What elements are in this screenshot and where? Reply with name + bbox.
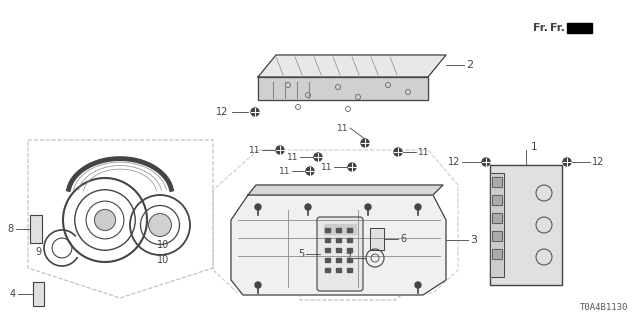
Text: 4: 4 (10, 289, 16, 299)
Circle shape (415, 204, 421, 210)
Circle shape (276, 146, 284, 154)
Polygon shape (231, 195, 446, 295)
Circle shape (148, 214, 172, 236)
Polygon shape (248, 185, 443, 195)
Bar (30, 215, 42, 243)
Text: 11: 11 (418, 148, 429, 156)
Bar (347, 258, 352, 261)
Bar (492, 231, 502, 241)
Circle shape (305, 204, 311, 210)
Bar (492, 195, 502, 205)
Bar (490, 173, 504, 277)
Polygon shape (567, 23, 592, 33)
Text: 2: 2 (466, 60, 473, 70)
Bar (492, 249, 502, 259)
Text: 3: 3 (470, 235, 477, 245)
Text: 6: 6 (400, 234, 406, 244)
Text: 9: 9 (36, 247, 42, 257)
Circle shape (306, 167, 314, 175)
Text: T0A4B1130: T0A4B1130 (580, 303, 628, 312)
Bar (324, 224, 356, 234)
Text: 11: 11 (337, 124, 348, 132)
Polygon shape (258, 55, 446, 77)
Circle shape (314, 153, 322, 161)
Bar (490, 173, 504, 277)
Circle shape (482, 158, 490, 166)
Text: 10: 10 (157, 240, 169, 250)
Bar (347, 248, 352, 252)
Bar (492, 231, 502, 241)
Text: 1: 1 (531, 142, 538, 152)
Text: 10: 10 (157, 255, 169, 265)
Bar (370, 228, 384, 250)
Circle shape (415, 282, 421, 288)
Bar (336, 258, 341, 261)
Circle shape (394, 148, 402, 156)
Bar (336, 228, 341, 231)
Bar (336, 238, 341, 242)
Bar (325, 268, 330, 271)
Circle shape (563, 158, 571, 166)
Text: Fr.: Fr. (550, 23, 565, 33)
Bar (492, 213, 502, 223)
Bar (336, 248, 341, 252)
Circle shape (255, 204, 261, 210)
Text: 7: 7 (345, 253, 351, 263)
Bar (492, 195, 502, 205)
Bar (33, 282, 44, 306)
Text: 11: 11 (248, 146, 260, 155)
Bar (492, 177, 502, 187)
Bar (492, 177, 502, 187)
Bar (336, 268, 341, 271)
Bar (370, 228, 384, 250)
Bar (325, 228, 330, 231)
Circle shape (361, 139, 369, 147)
Bar (490, 165, 562, 285)
Circle shape (251, 108, 259, 116)
Bar (30, 215, 42, 243)
Circle shape (255, 282, 261, 288)
Bar (492, 249, 502, 259)
Circle shape (365, 204, 371, 210)
FancyBboxPatch shape (317, 217, 363, 291)
Text: 11: 11 (278, 166, 290, 175)
Bar (492, 213, 502, 223)
Text: 11: 11 (287, 153, 298, 162)
Bar (347, 238, 352, 242)
Bar (490, 165, 562, 285)
Bar (325, 238, 330, 242)
Text: Fr.: Fr. (533, 23, 548, 33)
Bar (325, 258, 330, 261)
Text: 12: 12 (216, 107, 228, 117)
Polygon shape (258, 77, 428, 100)
Bar (33, 282, 44, 306)
Circle shape (95, 210, 115, 230)
Bar (347, 268, 352, 271)
Text: 12: 12 (447, 157, 460, 167)
Circle shape (348, 163, 356, 171)
Text: 8: 8 (8, 224, 14, 234)
Text: 12: 12 (592, 157, 604, 167)
Bar (325, 248, 330, 252)
Text: 5: 5 (298, 249, 304, 259)
Bar (347, 228, 352, 231)
Text: 11: 11 (321, 163, 332, 172)
